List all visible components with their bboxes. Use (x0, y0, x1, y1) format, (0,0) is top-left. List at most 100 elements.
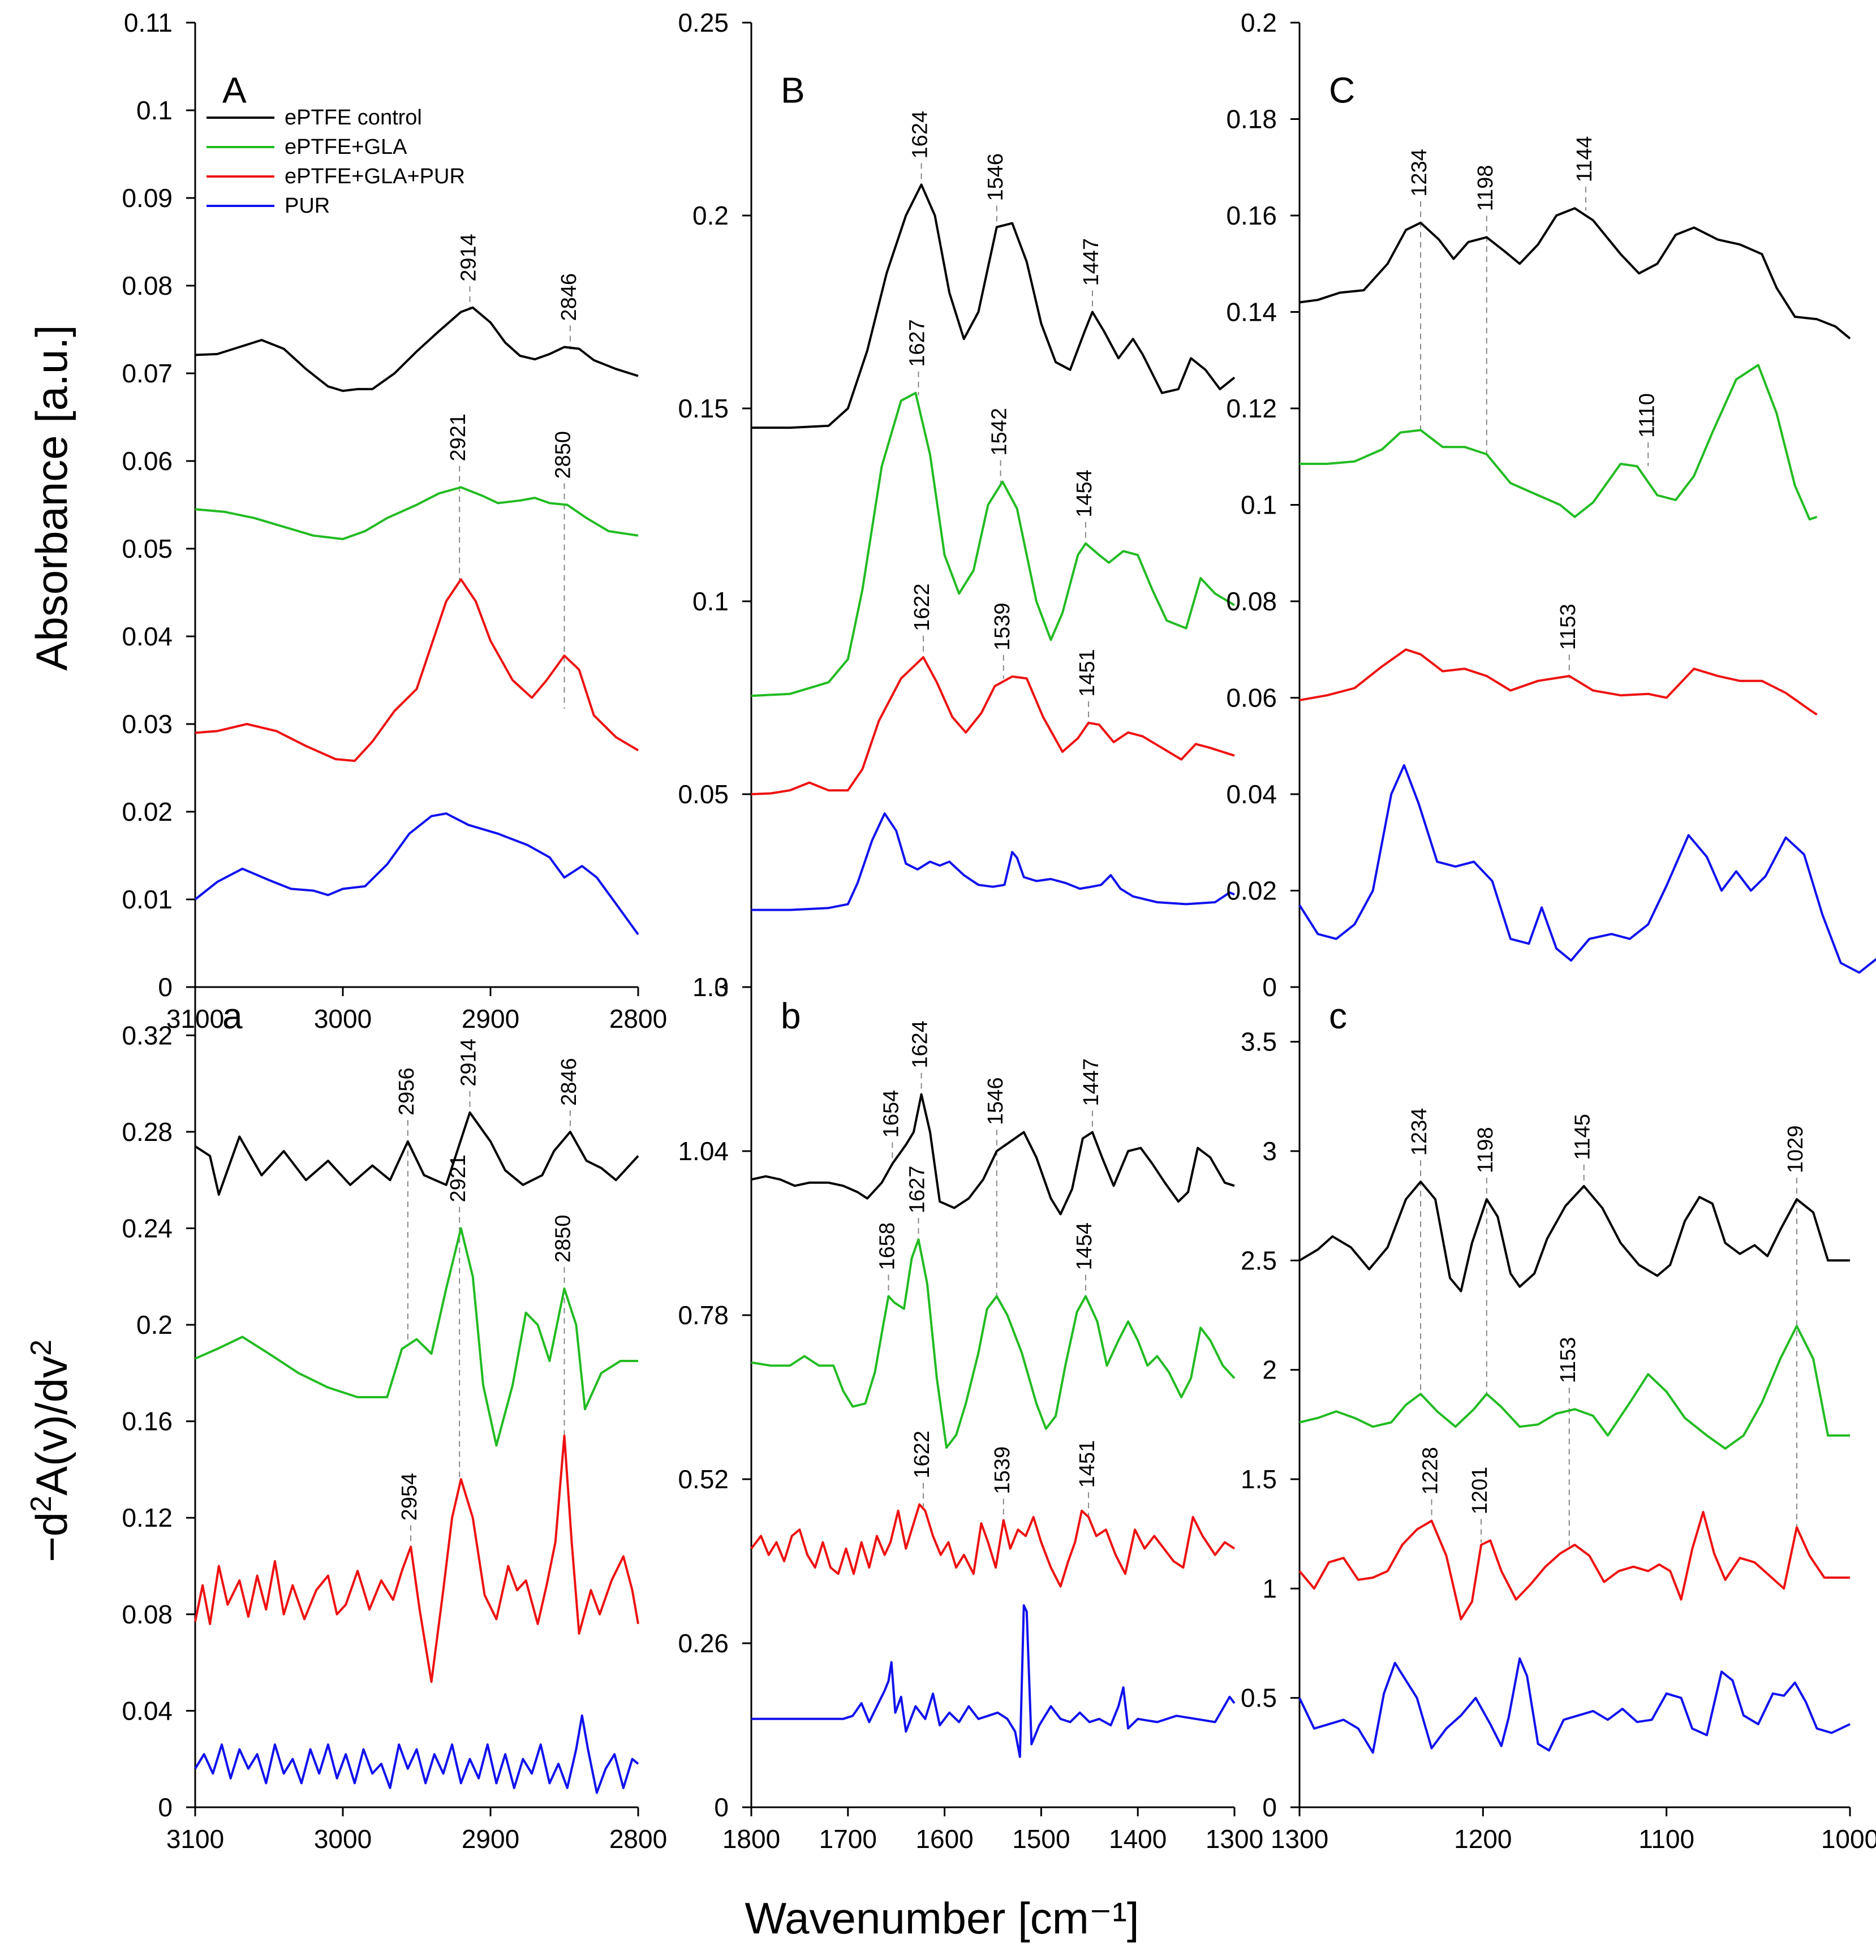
y-tick-label: 0.06 (122, 446, 173, 476)
y-tick-label: 0.04 (1226, 779, 1277, 809)
x-tick-label: 3000 (314, 1824, 372, 1854)
peak-label: 2846 (557, 273, 581, 321)
y-tick-label: 0.2 (692, 201, 729, 230)
series-line-eptfe-control (194, 1111, 639, 1196)
peak-label: 1627 (906, 1166, 930, 1214)
peak-label: 2921 (446, 1155, 470, 1203)
legend-label: ePTFE+GLA (285, 135, 407, 159)
x-tick-label: 1700 (819, 1824, 877, 1854)
peak-label: 1447 (1079, 238, 1103, 286)
peak-label: 1029 (1784, 1126, 1808, 1174)
y-tick-label: 0.14 (1226, 298, 1277, 327)
y-tick-label: 0.15 (678, 394, 729, 423)
y-tick-label: 0.28 (122, 1117, 173, 1147)
y-tick-label: 0.1 (136, 96, 173, 125)
y-tick-label: 0.52 (678, 1464, 729, 1494)
x-tick-label: 3100 (166, 1824, 224, 1854)
peak-label: 1145 (1571, 1114, 1595, 1160)
series-line-pur (1298, 764, 1876, 974)
peak-label: 1622 (910, 1431, 934, 1479)
peak-label: 1654 (879, 1090, 903, 1138)
y-tick-label: 0.26 (678, 1629, 729, 1658)
y-tick-label: 0.04 (122, 622, 173, 651)
y-tick-label: 0.04 (122, 1696, 173, 1725)
series-line-pur (194, 1714, 639, 1794)
peak-label: 1447 (1079, 1058, 1103, 1106)
peak-label: 1542 (988, 408, 1012, 456)
y-tick-label: 0.18 (1226, 105, 1277, 134)
panel-letter: A (222, 70, 247, 110)
peak-label: 1622 (910, 583, 934, 631)
peak-label: 1201 (1468, 1467, 1492, 1515)
x-tick-label: 3000 (314, 1004, 372, 1033)
legend-label: ePTFE+GLA+PUR (285, 165, 465, 188)
peak-label: 1451 (1075, 649, 1099, 697)
y-tick-label: 0.2 (1241, 8, 1277, 37)
y-tick-label: 0.11 (124, 8, 173, 37)
y-tick-label: 3.5 (1241, 1027, 1277, 1057)
peak-label: 1228 (1419, 1447, 1443, 1495)
y-tick-label: 1.3 (692, 972, 729, 1002)
y-tick-label: 0 (1262, 972, 1277, 1002)
x-tick-label: 1300 (1271, 1824, 1328, 1854)
series-line-eptfe-gla-pur (1299, 648, 1818, 716)
y-tick-label: 0 (158, 972, 173, 1002)
series-line-pur (1298, 1657, 1851, 1754)
panel-a-second-derivative: 0 0.04 0.08 0.12 0.16 0.2 0.24 0.28 0.32 3100 3000… (122, 987, 667, 1854)
panel-b-second-derivative: 0 0.26 0.52 0.78 1.04 1.3 1800 1700 1600 1500 1400… (678, 972, 1263, 1854)
y-tick-label: 0 (714, 1793, 729, 1822)
peak-label: 1658 (876, 1222, 900, 1270)
peak-label: 1624 (909, 1020, 932, 1069)
y-tick-label: 0.12 (1226, 394, 1277, 423)
series-line-eptfe-gla-pur (751, 656, 1235, 795)
peak-label: 1546 (984, 1077, 1008, 1125)
series-line-eptfe-gla (751, 391, 1236, 697)
x-tick-label: 1100 (1638, 1824, 1694, 1854)
y-axis-title-absorbance: Absorbance [a.u.] (27, 325, 76, 670)
series-line-eptfe-gla-pur (194, 1435, 639, 1683)
panel-C: 0 0.02 0.04 0.06 0.08 0.1 0.12 0.14 0.16 0.18 0.2 C… (1226, 8, 1876, 1002)
panel-B: 0 0.05 0.1 0.15 0.2 0.25 B 1624 1546 1447 1627 1542… (678, 8, 1236, 1002)
x-tick-label: 2900 (462, 1004, 519, 1033)
series-line-eptfe-gla-pur (750, 1503, 1236, 1588)
peak-label: 2914 (457, 1039, 480, 1087)
y-tick-label: 0.06 (1226, 683, 1277, 713)
y-tick-label: 0.08 (122, 1600, 173, 1629)
y-tick-label: 0.24 (122, 1213, 173, 1243)
y-tick-label: 3 (1262, 1136, 1277, 1166)
x-tick-label: 2800 (609, 1004, 667, 1033)
y-tick-label: 0.16 (122, 1407, 173, 1436)
y-tick-label: 0.01 (122, 885, 173, 914)
peak-label: 2954 (398, 1473, 421, 1521)
peak-label: 1539 (991, 602, 1014, 651)
peak-label: 1539 (991, 1446, 1014, 1494)
panel-letter: b (781, 996, 801, 1036)
peak-label: 2850 (552, 1215, 575, 1263)
series-line-eptfe-gla (751, 1238, 1236, 1449)
series-line-pur (751, 1604, 1236, 1758)
x-tick-label: 2900 (462, 1824, 519, 1854)
series-line-eptfe-gla (195, 1227, 638, 1447)
series-line-eptfe-gla (1299, 1325, 1850, 1450)
peak-label: 1198 (1474, 165, 1498, 212)
series-line-eptfe-control (751, 183, 1236, 429)
x-tick-label: 1000 (1821, 1824, 1876, 1854)
series-line-eptfe-control (1299, 207, 1851, 339)
legend-label: ePTFE control (285, 106, 422, 130)
panel-c-second-derivative: 0 0.5 1 1.5 2 2.5 3 3.5 1300 1200 1100 1000 c 1234 119… (1241, 987, 1876, 1854)
y-tick-label: 1.5 (1241, 1464, 1277, 1494)
y-tick-label: 0.08 (1226, 587, 1277, 616)
series-line-pur (751, 812, 1235, 911)
peak-label: 1144 (1573, 136, 1597, 182)
y-tick-label: 0 (1262, 1793, 1277, 1822)
series-line-eptfe-gla-pur (1298, 1511, 1850, 1621)
peak-label: 1153 (1556, 604, 1580, 650)
x-tick-label: 1200 (1454, 1824, 1512, 1854)
peak-label: 2850 (552, 431, 575, 479)
y-tick-label: 1.04 (678, 1136, 729, 1166)
x-tick-label: 1300 (1206, 1824, 1263, 1854)
peak-label: 1198 (1474, 1127, 1498, 1173)
peak-label: 1234 (1408, 1108, 1431, 1156)
panel-letter: B (781, 70, 805, 110)
